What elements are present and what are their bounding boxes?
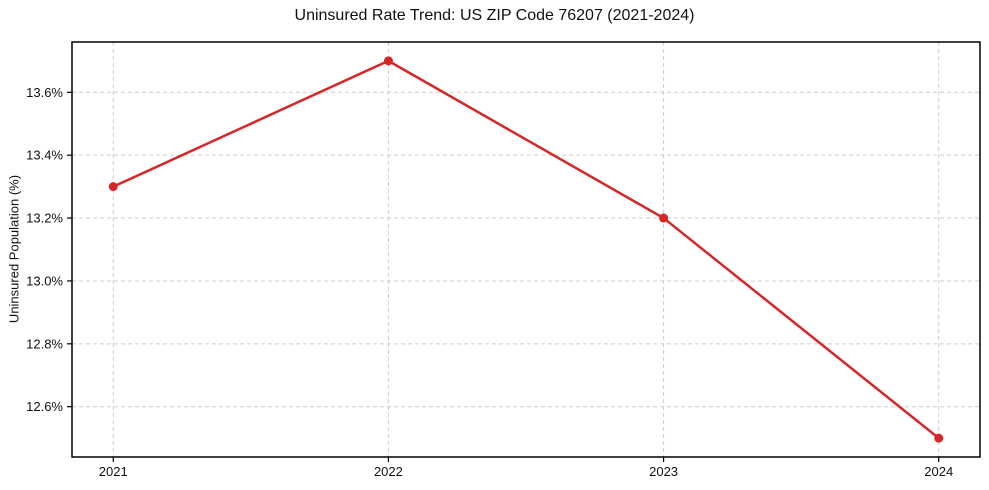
y-tick-label: 13.2% [26,211,63,226]
data-point-2022 [383,56,393,66]
trend-line [112,59,940,440]
x-tick-label: 2022 [374,464,403,479]
x-tick-label: 2024 [924,464,953,479]
y-tick-label: 13.6% [26,85,63,100]
y-tick-label: 13.0% [26,273,63,288]
x-tick-label: 2021 [99,464,128,479]
data-point-2023 [659,213,669,223]
y-tick-label: 12.8% [26,336,63,351]
data-point-2024 [934,433,944,443]
chart-title: Uninsured Rate Trend: US ZIP Code 76207 … [294,7,695,24]
y-tick-label: 13.4% [26,148,63,163]
axes-frame [71,41,981,458]
x-tick-label: 2023 [649,464,678,479]
y-tick-label: 12.6% [26,399,63,414]
data-point-2021 [108,182,118,192]
